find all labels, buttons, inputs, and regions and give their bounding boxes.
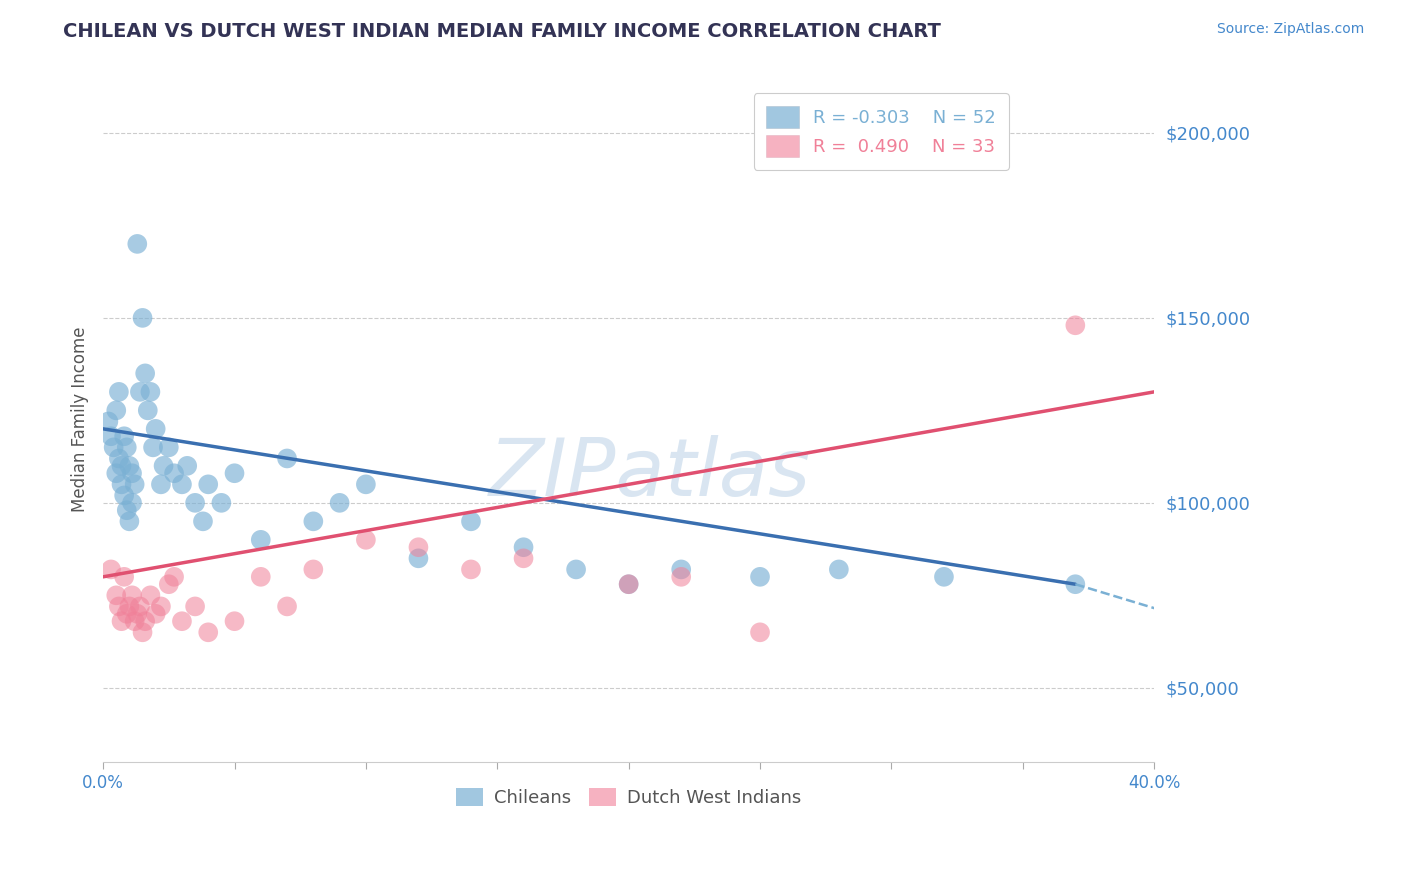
- Point: [112, 429, 135, 443]
- Point: [124, 614, 146, 628]
- Point: [157, 577, 180, 591]
- Point: [1064, 577, 1087, 591]
- Point: [408, 540, 430, 554]
- Point: [249, 533, 271, 547]
- Point: [110, 477, 132, 491]
- Point: [145, 422, 167, 436]
- Point: [184, 599, 207, 614]
- Point: [118, 599, 141, 614]
- Point: [191, 514, 214, 528]
- Point: [163, 570, 186, 584]
- Point: [460, 562, 482, 576]
- Point: [276, 599, 298, 614]
- Point: [749, 625, 772, 640]
- Point: [139, 384, 162, 399]
- Point: [127, 607, 149, 621]
- Point: [105, 403, 128, 417]
- Point: [103, 441, 125, 455]
- Point: [617, 577, 640, 591]
- Text: ZIPatlas: ZIPatlas: [489, 435, 811, 514]
- Point: [105, 467, 128, 481]
- Point: [828, 562, 851, 576]
- Point: [139, 588, 162, 602]
- Point: [127, 236, 149, 251]
- Point: [224, 467, 246, 481]
- Point: [121, 588, 143, 602]
- Point: [224, 614, 246, 628]
- Point: [176, 458, 198, 473]
- Point: [163, 467, 186, 481]
- Point: [105, 588, 128, 602]
- Legend: Chileans, Dutch West Indians: Chileans, Dutch West Indians: [449, 780, 808, 814]
- Point: [115, 503, 138, 517]
- Point: [100, 429, 122, 443]
- Point: [110, 614, 132, 628]
- Point: [115, 607, 138, 621]
- Point: [157, 441, 180, 455]
- Point: [152, 458, 174, 473]
- Point: [249, 570, 271, 584]
- Point: [134, 614, 156, 628]
- Point: [131, 310, 153, 325]
- Point: [209, 496, 232, 510]
- Point: [354, 477, 377, 491]
- Point: [97, 414, 120, 428]
- Point: [118, 514, 141, 528]
- Point: [121, 496, 143, 510]
- Text: Source: ZipAtlas.com: Source: ZipAtlas.com: [1216, 22, 1364, 37]
- Point: [131, 625, 153, 640]
- Point: [302, 562, 325, 576]
- Point: [1064, 318, 1087, 333]
- Point: [276, 451, 298, 466]
- Point: [197, 625, 219, 640]
- Point: [112, 488, 135, 502]
- Point: [149, 599, 172, 614]
- Point: [302, 514, 325, 528]
- Point: [565, 562, 588, 576]
- Point: [118, 458, 141, 473]
- Point: [142, 441, 165, 455]
- Point: [184, 496, 207, 510]
- Point: [354, 533, 377, 547]
- Point: [115, 441, 138, 455]
- Point: [110, 458, 132, 473]
- Point: [108, 599, 131, 614]
- Point: [512, 551, 534, 566]
- Point: [149, 477, 172, 491]
- Point: [329, 496, 352, 510]
- Point: [121, 467, 143, 481]
- Point: [749, 570, 772, 584]
- Point: [134, 367, 156, 381]
- Point: [112, 570, 135, 584]
- Point: [617, 577, 640, 591]
- Point: [170, 477, 193, 491]
- Point: [408, 551, 430, 566]
- Point: [124, 477, 146, 491]
- Point: [136, 403, 159, 417]
- Point: [108, 384, 131, 399]
- Text: CHILEAN VS DUTCH WEST INDIAN MEDIAN FAMILY INCOME CORRELATION CHART: CHILEAN VS DUTCH WEST INDIAN MEDIAN FAMI…: [63, 22, 941, 41]
- Point: [108, 451, 131, 466]
- Point: [932, 570, 955, 584]
- Point: [145, 607, 167, 621]
- Point: [512, 540, 534, 554]
- Point: [669, 562, 692, 576]
- Y-axis label: Median Family Income: Median Family Income: [72, 326, 89, 512]
- Point: [170, 614, 193, 628]
- Point: [197, 477, 219, 491]
- Point: [129, 384, 152, 399]
- Point: [129, 599, 152, 614]
- Point: [100, 562, 122, 576]
- Point: [669, 570, 692, 584]
- Point: [460, 514, 482, 528]
